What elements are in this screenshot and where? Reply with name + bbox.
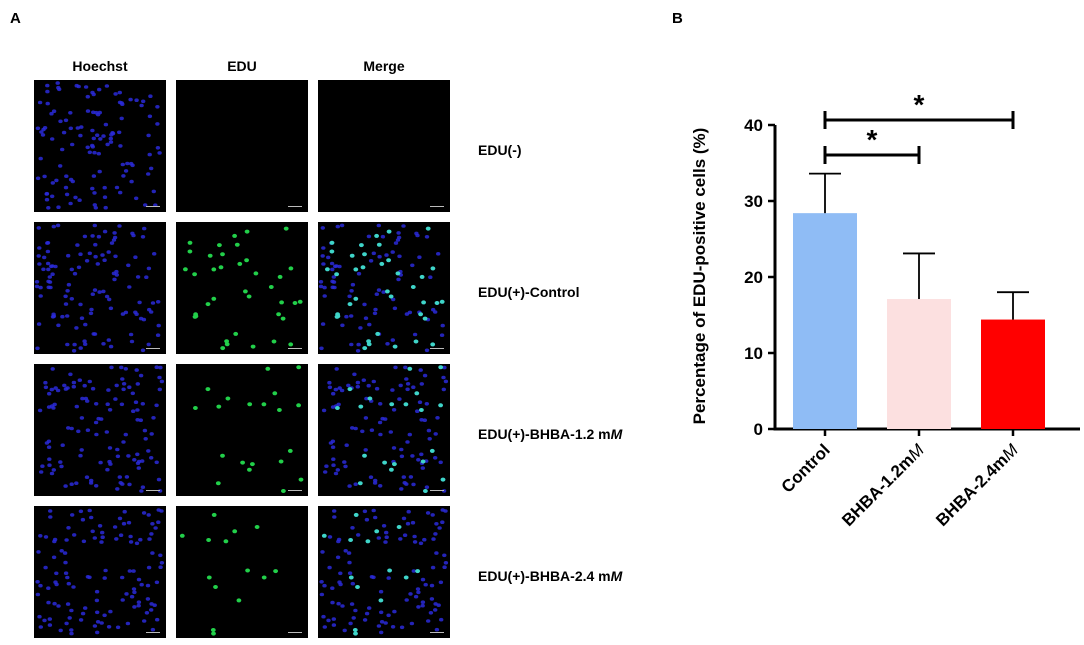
column-header-edu: EDU [227,58,257,74]
scale-bar [288,206,302,207]
scale-bar [288,632,302,633]
scale-bar [430,490,444,491]
panel-b-letter: B [672,10,683,27]
y-tick-label: 10 [744,344,763,363]
column-header-hoechst: Hoechst [72,58,128,74]
scale-bar [430,348,444,349]
micrograph-hoechst-row-1 [34,80,166,212]
micrograph-merge-row-4 [318,506,450,638]
row-label-bhba-2-4: EDU(+)-BHBA-2.4 mM [478,568,623,584]
y-tick-label: 40 [744,116,763,135]
scale-bar [430,632,444,633]
micrograph-edu-row-4 [176,506,308,638]
micrograph-edu-row-3 [176,364,308,496]
micrograph-hoechst-row-3 [34,364,166,496]
micrograph-merge-row-1 [318,80,450,212]
micrograph-merge-row-3 [318,364,450,496]
scale-bar [146,632,160,633]
micrograph-edu-row-2 [176,222,308,354]
bar-chart: 0 10 20 30 40 Percentage of EDU-positive cell… [690,89,1080,530]
scale-bar [430,206,444,207]
y-tick-label: 0 [754,420,763,439]
row-label-edu-negative: EDU(-) [478,142,522,158]
scale-bar [288,490,302,491]
bar-1 [793,213,857,429]
row-label-bhba-1-2: EDU(+)-BHBA-1.2 mM [478,426,623,442]
y-tick-label: 20 [744,268,763,287]
panel-a-letter: A [10,10,21,27]
scale-bar [288,348,302,349]
column-header-merge: Merge [363,58,405,74]
x-tick-label: BHBA-2.4mM [932,440,1022,530]
micrograph-merge-row-2 [318,222,450,354]
x-tick-label: Control [778,440,834,496]
y-axis-label: Percentage of EDU-positive cells (%) [690,128,709,425]
micrograph-hoechst-row-2 [34,222,166,354]
scale-bar [146,206,160,207]
bar-2 [887,299,951,429]
x-tick-label: BHBA-1.2mM [838,440,928,530]
micrograph-hoechst-row-4 [34,506,166,638]
y-tick-label: 30 [744,192,763,211]
significance-star-1: * [867,124,878,155]
scale-bar [146,348,160,349]
scale-bar [146,490,160,491]
row-label-edu-control: EDU(+)-Control [478,284,580,300]
bar-3 [981,319,1045,429]
significance-star-2: * [914,89,925,120]
micrograph-edu-row-1 [176,80,308,212]
